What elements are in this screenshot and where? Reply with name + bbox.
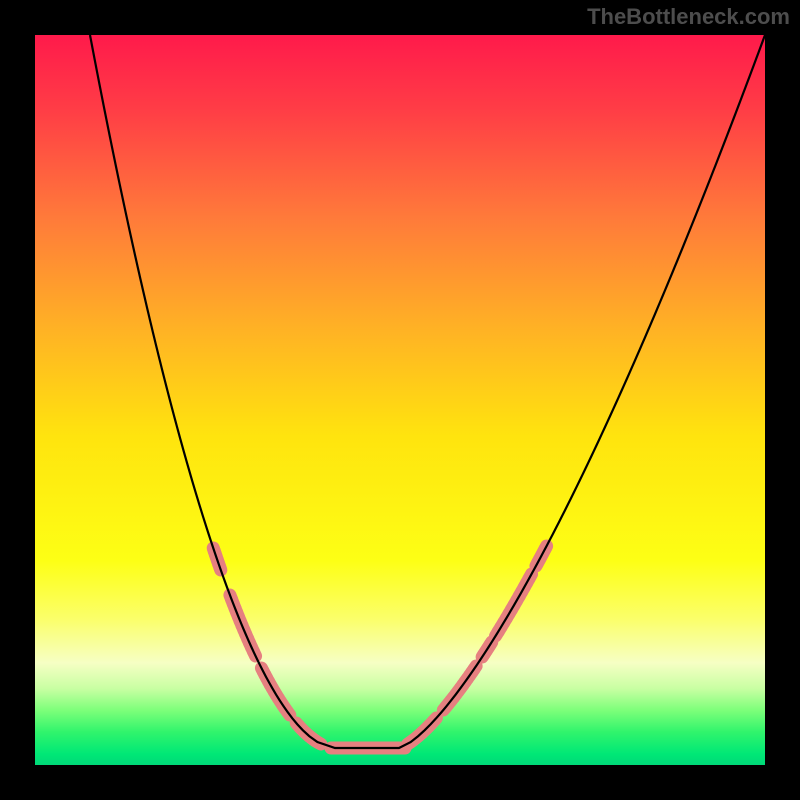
plot-background: [35, 35, 765, 765]
chart-stage: TheBottleneck.com: [0, 0, 800, 800]
bottleneck-curve-chart: [0, 0, 800, 800]
